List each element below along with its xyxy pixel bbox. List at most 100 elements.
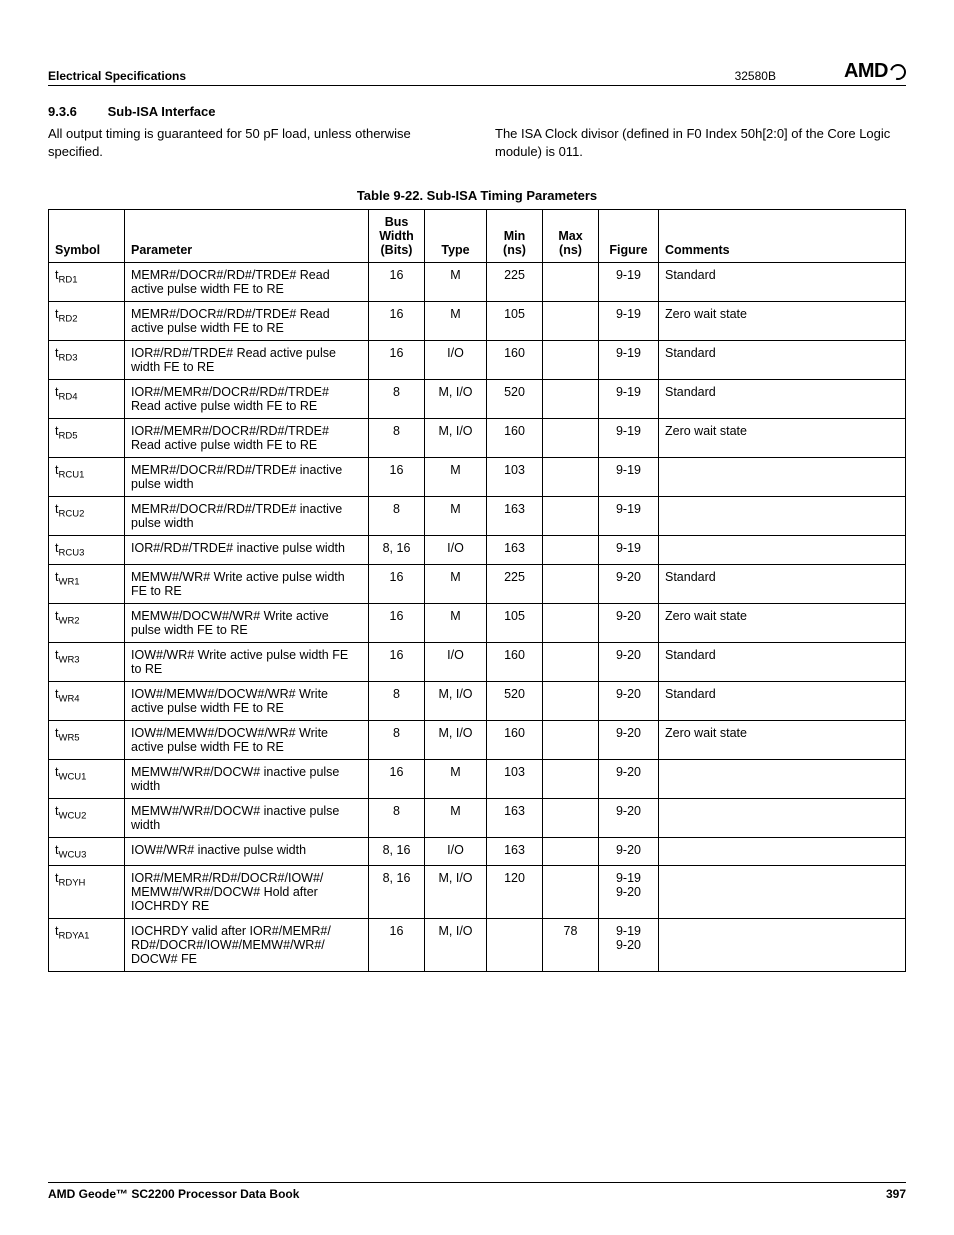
cell-symbol: tRD1: [49, 263, 125, 302]
cell-figure: 9-19: [599, 536, 659, 565]
cell-type: M, I/O: [425, 380, 487, 419]
cell-max: [543, 681, 599, 720]
cell-parameter: IOR#/MEMR#/DOCR#/RD#/TRDE# Read active p…: [125, 419, 369, 458]
cell-parameter: MEMW#/WR#/DOCW# inactive pulse width: [125, 798, 369, 837]
cell-comments: Zero wait state: [659, 302, 906, 341]
cell-symbol: tWR3: [49, 642, 125, 681]
cell-max: [543, 866, 599, 919]
symbol: tRCU2: [55, 502, 84, 516]
symbol-sub: WR3: [58, 654, 79, 665]
cell-bus: 8: [369, 419, 425, 458]
cell-max: [543, 798, 599, 837]
symbol: tRDYH: [55, 871, 85, 885]
timing-table: Symbol Parameter Bus Width (Bits) Type M…: [48, 209, 906, 972]
cell-min: 105: [487, 302, 543, 341]
table-row: tWR5IOW#/MEMW#/DOCW#/WR# Write active pu…: [49, 720, 906, 759]
cell-type: M: [425, 564, 487, 603]
cell-comments: [659, 759, 906, 798]
table-row: tRCU1MEMR#/DOCR#/RD#/TRDE# inactive puls…: [49, 458, 906, 497]
cell-figure: 9-19: [599, 458, 659, 497]
table-row: tRD5IOR#/MEMR#/DOCR#/RD#/TRDE# Read acti…: [49, 419, 906, 458]
cell-symbol: tWR5: [49, 720, 125, 759]
cell-type: M: [425, 798, 487, 837]
cell-min: 103: [487, 458, 543, 497]
section-body: All output timing is guaranteed for 50 p…: [48, 125, 906, 160]
cell-comments: [659, 536, 906, 565]
th-symbol: Symbol: [49, 210, 125, 263]
cell-figure: 9-19: [599, 419, 659, 458]
cell-max: [543, 720, 599, 759]
cell-max: [543, 564, 599, 603]
cell-symbol: tRD4: [49, 380, 125, 419]
cell-parameter: IOR#/MEMR#/DOCR#/RD#/TRDE# Read active p…: [125, 380, 369, 419]
cell-bus: 16: [369, 642, 425, 681]
cell-comments: Standard: [659, 263, 906, 302]
symbol: tRD2: [55, 307, 78, 321]
amd-logo-text: AMD: [844, 60, 888, 83]
amd-logo-arc-icon: [887, 61, 909, 83]
cell-max: [543, 642, 599, 681]
symbol-sub: RDYA1: [58, 931, 89, 942]
cell-bus: 8: [369, 720, 425, 759]
cell-max: [543, 603, 599, 642]
cell-symbol: tWCU2: [49, 798, 125, 837]
symbol: tRD1: [55, 268, 78, 282]
cell-max: [543, 341, 599, 380]
cell-figure: 9-20: [599, 798, 659, 837]
th-figure: Figure: [599, 210, 659, 263]
cell-type: M, I/O: [425, 720, 487, 759]
cell-comments: [659, 798, 906, 837]
page: Electrical Specifications 32580B AMD 9.3…: [0, 0, 954, 1235]
cell-type: M: [425, 263, 487, 302]
cell-parameter: IOW#/WR# inactive pulse width: [125, 837, 369, 866]
symbol-sub: WCU2: [58, 810, 86, 821]
symbol: tRD3: [55, 346, 78, 360]
cell-type: I/O: [425, 642, 487, 681]
cell-figure: 9-20: [599, 759, 659, 798]
cell-bus: 16: [369, 341, 425, 380]
cell-comments: Standard: [659, 380, 906, 419]
symbol-sub: RD1: [58, 275, 77, 286]
cell-comments: [659, 497, 906, 536]
cell-bus: 16: [369, 263, 425, 302]
cell-type: I/O: [425, 837, 487, 866]
cell-symbol: tWR2: [49, 603, 125, 642]
cell-min: 120: [487, 866, 543, 919]
cell-parameter: MEMR#/DOCR#/RD#/TRDE# Read active pulse …: [125, 302, 369, 341]
footer-right: 397: [886, 1187, 906, 1201]
symbol-sub: RD3: [58, 353, 77, 364]
cell-symbol: tRD3: [49, 341, 125, 380]
symbol-sub: RCU3: [58, 548, 84, 559]
cell-comments: [659, 866, 906, 919]
symbol: tWR3: [55, 648, 80, 662]
cell-min: 160: [487, 720, 543, 759]
cell-symbol: tRDYH: [49, 866, 125, 919]
cell-min: [487, 919, 543, 972]
symbol-sub: RD2: [58, 314, 77, 325]
symbol-sub: RCU1: [58, 470, 84, 481]
table-row: tWCU3IOW#/WR# inactive pulse width8, 16I…: [49, 837, 906, 866]
cell-parameter: MEMW#/DOCW#/WR# Write active pulse width…: [125, 603, 369, 642]
cell-figure: 9-20: [599, 720, 659, 759]
cell-min: 160: [487, 642, 543, 681]
cell-type: M, I/O: [425, 919, 487, 972]
cell-max: 78: [543, 919, 599, 972]
symbol: tWR5: [55, 726, 80, 740]
page-header: Electrical Specifications 32580B AMD: [48, 60, 906, 86]
cell-parameter: IOR#/RD#/TRDE# inactive pulse width: [125, 536, 369, 565]
cell-bus: 16: [369, 302, 425, 341]
th-comments: Comments: [659, 210, 906, 263]
section-number: 9.3.6: [48, 104, 104, 119]
table-header-row: Symbol Parameter Bus Width (Bits) Type M…: [49, 210, 906, 263]
table-row: tWCU1MEMW#/WR#/DOCW# inactive pulse widt…: [49, 759, 906, 798]
cell-figure: 9-19: [599, 341, 659, 380]
table-row: tRDYHIOR#/MEMR#/RD#/DOCR#/IOW#/ MEMW#/WR…: [49, 866, 906, 919]
symbol-sub: WCU3: [58, 849, 86, 860]
symbol: tRD4: [55, 385, 78, 399]
cell-type: M: [425, 603, 487, 642]
cell-parameter: IOCHRDY valid after IOR#/MEMR#/ RD#/DOCR…: [125, 919, 369, 972]
cell-figure: 9-19: [599, 263, 659, 302]
symbol-sub: WR5: [58, 732, 79, 743]
cell-type: I/O: [425, 536, 487, 565]
symbol-sub: RDYH: [58, 878, 85, 889]
